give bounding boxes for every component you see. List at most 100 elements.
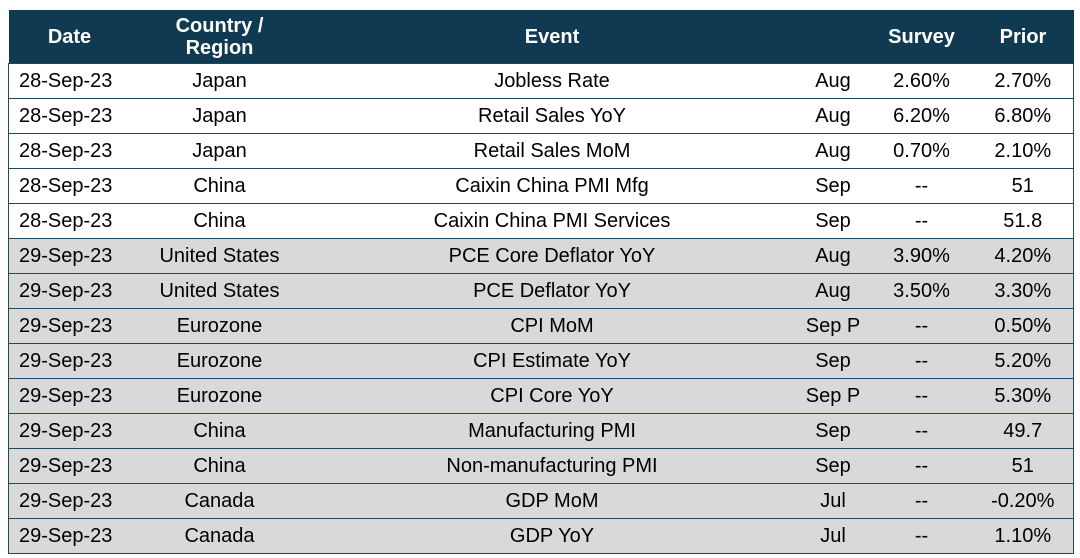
table-cell: 0.50%: [972, 308, 1074, 344]
table-cell: --: [870, 483, 973, 519]
table-row: 29-Sep-23 Canada GDP YoY Jul -- 1.10%: [8, 518, 1074, 554]
table-cell: Jul: [795, 518, 871, 554]
table-cell: 2.60%: [870, 63, 973, 99]
table-cell: 1.10%: [972, 518, 1074, 554]
table-cell: Sep: [795, 448, 871, 484]
table-row: 29-Sep-23 United States PCE Deflator YoY Au…: [8, 273, 1074, 309]
table-cell: GDP MoM: [308, 483, 796, 519]
table-cell: China: [130, 413, 309, 449]
table-cell: --: [870, 448, 973, 484]
header-cell: Date: [8, 10, 131, 64]
table-row: 29-Sep-23 Canada GDP MoM Jul -- -0.20%: [8, 483, 1074, 519]
table-cell: 0.70%: [870, 133, 973, 169]
table-cell: PCE Core Deflator YoY: [308, 238, 796, 274]
table-cell: 29-Sep-23: [8, 308, 131, 344]
table-row: 29-Sep-23 Eurozone CPI MoM Sep P -- 0.50%: [8, 308, 1074, 344]
table-cell: 51: [972, 168, 1074, 204]
header-cell: Survey: [870, 10, 973, 64]
table-row: 29-Sep-23 Eurozone CPI Core YoY Sep P -- 5.30…: [8, 378, 1074, 414]
table-cell: Sep P: [795, 378, 871, 414]
table-row: 28-Sep-23 Japan Retail Sales MoM Aug 0.70% 2.…: [8, 133, 1074, 169]
table-cell: Aug: [795, 238, 871, 274]
table-cell: --: [870, 378, 973, 414]
table-cell: United States: [130, 273, 309, 309]
table-cell: China: [130, 448, 309, 484]
table-row: 28-Sep-23 Japan Jobless Rate Aug 2.60% 2.70%: [8, 63, 1074, 99]
table-cell: 29-Sep-23: [8, 273, 131, 309]
table-cell: Canada: [130, 518, 309, 554]
table-cell: Eurozone: [130, 308, 309, 344]
table-cell: 29-Sep-23: [8, 448, 131, 484]
header-cell: Event: [308, 10, 796, 64]
header-cell: Country / Region: [130, 10, 309, 64]
table-cell: 28-Sep-23: [8, 98, 131, 134]
table-cell: Canada: [130, 483, 309, 519]
table-cell: Caixin China PMI Mfg: [308, 168, 796, 204]
table-cell: 3.90%: [870, 238, 973, 274]
table-cell: Eurozone: [130, 343, 309, 379]
table-cell: United States: [130, 238, 309, 274]
table-cell: 28-Sep-23: [8, 203, 131, 239]
table-cell: CPI MoM: [308, 308, 796, 344]
table-cell: China: [130, 203, 309, 239]
table-cell: China: [130, 168, 309, 204]
table-cell: --: [870, 203, 973, 239]
table-row: 29-Sep-23 Eurozone CPI Estimate YoY Sep -- 5.…: [8, 343, 1074, 379]
table-cell: --: [870, 343, 973, 379]
table-cell: Aug: [795, 98, 871, 134]
table-cell: --: [870, 168, 973, 204]
table-row: 28-Sep-23 China Caixin China PMI Services S…: [8, 203, 1074, 239]
table-cell: 51: [972, 448, 1074, 484]
table-cell: 3.50%: [870, 273, 973, 309]
table-cell: 29-Sep-23: [8, 238, 131, 274]
calendar-table: Date Country / Region Event Survey Prior 28-…: [8, 10, 1074, 554]
table-cell: PCE Deflator YoY: [308, 273, 796, 309]
table-row: 29-Sep-23 China Manufacturing PMI Sep -- 49.7: [8, 413, 1074, 449]
table-cell: 6.80%: [972, 98, 1074, 134]
table-cell: 51.8: [972, 203, 1074, 239]
table-cell: CPI Estimate YoY: [308, 343, 796, 379]
table-cell: 28-Sep-23: [8, 168, 131, 204]
table-cell: Aug: [795, 273, 871, 309]
table-cell: 49.7: [972, 413, 1074, 449]
table-cell: Non-manufacturing PMI: [308, 448, 796, 484]
table-cell: --: [870, 413, 973, 449]
table-cell: Manufacturing PMI: [308, 413, 796, 449]
table-cell: -0.20%: [972, 483, 1074, 519]
header-row: Date Country / Region Event Survey Prior: [8, 10, 1074, 64]
table-cell: 29-Sep-23: [8, 483, 131, 519]
table-cell: Aug: [795, 133, 871, 169]
table-cell: --: [870, 308, 973, 344]
table-cell: Sep: [795, 168, 871, 204]
header-cell: [795, 10, 871, 64]
table-cell: GDP YoY: [308, 518, 796, 554]
table-cell: Jobless Rate: [308, 63, 796, 99]
table-cell: Jul: [795, 483, 871, 519]
table-row: 28-Sep-23 China Caixin China PMI Mfg Sep -- 5…: [8, 168, 1074, 204]
table-cell: 4.20%: [972, 238, 1074, 274]
table-cell: 29-Sep-23: [8, 378, 131, 414]
table-cell: 6.20%: [870, 98, 973, 134]
table-cell: Japan: [130, 98, 309, 134]
table-cell: Retail Sales YoY: [308, 98, 796, 134]
table-cell: 28-Sep-23: [8, 63, 131, 99]
table-cell: Japan: [130, 63, 309, 99]
table-cell: Japan: [130, 133, 309, 169]
table-cell: 5.20%: [972, 343, 1074, 379]
table-cell: CPI Core YoY: [308, 378, 796, 414]
table-cell: 29-Sep-23: [8, 413, 131, 449]
table-row: 29-Sep-23 China Non-manufacturing PMI Sep --…: [8, 448, 1074, 484]
table-cell: 2.10%: [972, 133, 1074, 169]
table-row: 29-Sep-23 United States PCE Core Deflator …: [8, 238, 1074, 274]
header-cell: Prior: [972, 10, 1074, 64]
table-cell: Sep: [795, 343, 871, 379]
table-cell: 2.70%: [972, 63, 1074, 99]
table-cell: Aug: [795, 63, 871, 99]
table-row: 28-Sep-23 Japan Retail Sales YoY Aug 6.20% 6.…: [8, 98, 1074, 134]
table-cell: 28-Sep-23: [8, 133, 131, 169]
table-cell: 5.30%: [972, 378, 1074, 414]
table-cell: --: [870, 518, 973, 554]
table-cell: Sep: [795, 413, 871, 449]
table-body: 28-Sep-23 Japan Jobless Rate Aug 2.60% 2.70% 2…: [8, 63, 1074, 554]
